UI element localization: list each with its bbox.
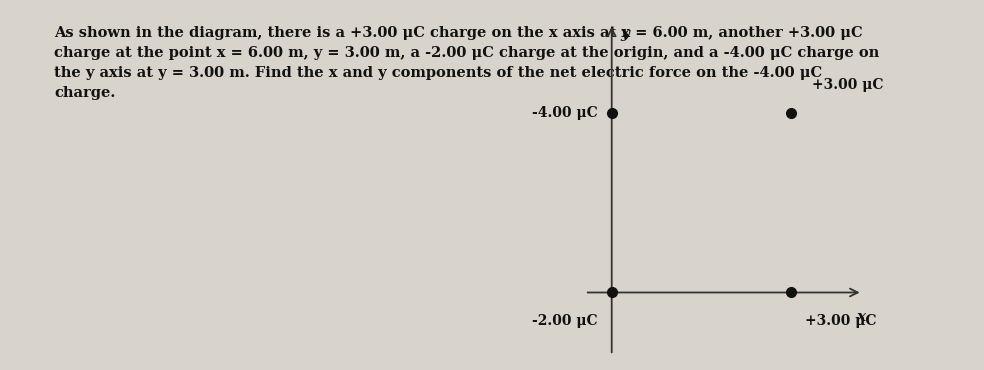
Text: x: x (856, 310, 865, 324)
Text: +3.00 μC: +3.00 μC (813, 78, 884, 92)
Text: +3.00 μC: +3.00 μC (805, 314, 877, 328)
Text: y: y (621, 27, 630, 41)
Text: -2.00 μC: -2.00 μC (531, 314, 597, 328)
Text: As shown in the diagram, there is a +3.00 μC charge on the x axis at x = 6.00 m,: As shown in the diagram, there is a +3.0… (54, 26, 880, 100)
Text: -4.00 μC: -4.00 μC (531, 106, 597, 120)
